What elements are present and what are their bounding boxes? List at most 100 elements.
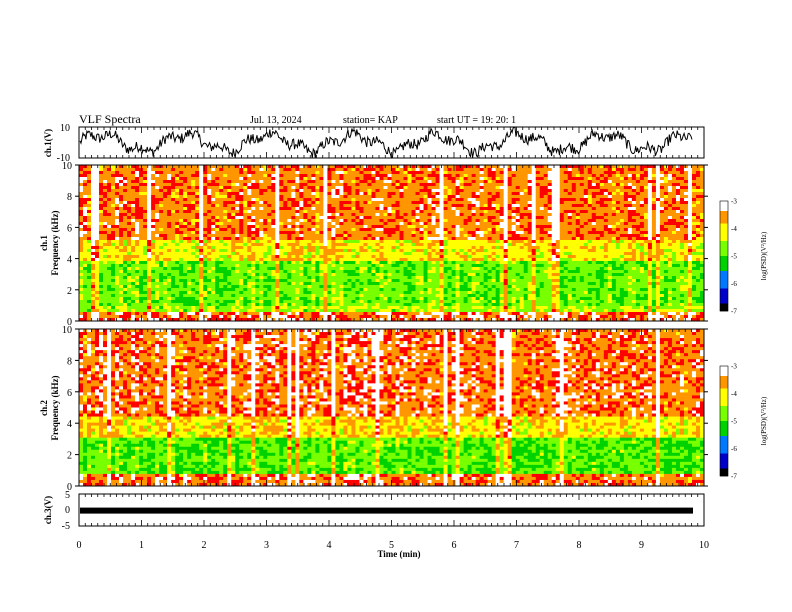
spectrogram-cell bbox=[311, 258, 316, 262]
spectrogram-cell bbox=[383, 207, 388, 211]
spectrogram-cell bbox=[407, 288, 412, 292]
spectrogram-cell bbox=[283, 261, 288, 265]
spectrogram-cell bbox=[375, 186, 380, 190]
spectrogram-cell bbox=[327, 312, 332, 316]
spectrogram-cell bbox=[431, 297, 436, 301]
spectrogram-cell bbox=[195, 243, 200, 247]
spectrogram-cell bbox=[107, 234, 112, 238]
spectrogram-cell bbox=[143, 207, 148, 211]
spectrogram-cell bbox=[427, 240, 432, 244]
spectrogram-cell bbox=[283, 303, 288, 307]
spectrogram-cell bbox=[211, 213, 216, 217]
spectrogram-cell bbox=[383, 288, 388, 292]
spectrogram-cell bbox=[259, 306, 264, 310]
spectrogram-cell bbox=[191, 237, 196, 241]
spectrogram-cell bbox=[387, 267, 392, 271]
spectrogram-cell bbox=[319, 264, 324, 268]
spectrogram-cell bbox=[79, 318, 84, 322]
spectrogram-cell bbox=[239, 210, 244, 214]
spectrogram-cell bbox=[119, 246, 124, 250]
spectrogram-cell bbox=[199, 183, 204, 187]
spectrogram-cell bbox=[355, 219, 360, 223]
spectrogram-cell bbox=[259, 192, 264, 196]
spectrogram-cell bbox=[179, 219, 184, 223]
spectrogram-cell bbox=[159, 219, 164, 223]
spectrogram-cell bbox=[187, 219, 192, 223]
spectrogram-cell bbox=[179, 231, 184, 235]
spectrogram-cell bbox=[195, 171, 200, 175]
spectrogram-cell bbox=[103, 291, 108, 295]
spectrogram-cell bbox=[327, 315, 332, 319]
spectrogram-cell bbox=[91, 261, 96, 265]
spectrogram-cell bbox=[247, 171, 252, 175]
spectrogram-cell bbox=[415, 204, 420, 208]
spectrogram-cell bbox=[391, 228, 396, 232]
spectrogram-cell bbox=[223, 216, 228, 220]
spectrogram-cell bbox=[315, 279, 320, 283]
spectrogram-cell bbox=[259, 315, 264, 319]
spectrogram-cell bbox=[411, 267, 416, 271]
spectrogram-cell bbox=[79, 261, 84, 265]
spectrogram-cell bbox=[327, 228, 332, 232]
spectrogram-cell bbox=[451, 300, 456, 304]
spectrogram-cell bbox=[215, 285, 220, 289]
spectrogram-cell bbox=[283, 207, 288, 211]
spectrogram-cell bbox=[231, 201, 236, 205]
spectrogram-cell bbox=[111, 180, 116, 184]
spectrogram-cell bbox=[307, 249, 312, 253]
spectrogram-cell bbox=[411, 306, 416, 310]
spectrogram-cell bbox=[303, 231, 308, 235]
spectrogram-cell bbox=[171, 189, 176, 193]
spectrogram-cell bbox=[255, 228, 260, 232]
spectrogram-cell bbox=[171, 210, 176, 214]
spectrogram-cell bbox=[243, 267, 248, 271]
spectrogram-cell bbox=[335, 276, 340, 280]
spectrogram-cell bbox=[339, 207, 344, 211]
spectrogram-cell bbox=[367, 264, 372, 268]
spectrogram-cell bbox=[455, 177, 460, 181]
spectrogram-cell bbox=[239, 282, 244, 286]
spectrogram-cell bbox=[395, 174, 400, 178]
spectrogram-cell bbox=[115, 192, 120, 196]
spectrogram-cell bbox=[179, 252, 184, 256]
spectrogram-cell bbox=[291, 225, 296, 229]
spectrogram-cell bbox=[407, 252, 412, 256]
spectrogram-cell bbox=[239, 171, 244, 175]
spectrogram-cell bbox=[115, 294, 120, 298]
spectrogram-cell bbox=[299, 309, 304, 313]
spectrogram-cell bbox=[411, 231, 416, 235]
spectrogram-cell bbox=[255, 273, 260, 277]
spectrogram-cell bbox=[355, 243, 360, 247]
spectrogram-cell bbox=[103, 210, 108, 214]
spectrogram-cell bbox=[275, 312, 280, 316]
spectrogram-cell bbox=[287, 306, 292, 310]
spectrogram-cell bbox=[231, 246, 236, 250]
spectrogram-cell bbox=[275, 204, 280, 208]
spectrogram-cell bbox=[219, 189, 224, 193]
spectrogram-cell bbox=[379, 237, 384, 241]
spectrogram-cell bbox=[291, 216, 296, 220]
spectrogram-cell bbox=[199, 228, 204, 232]
spectrogram-cell bbox=[307, 246, 312, 250]
spectrogram-cell bbox=[207, 237, 212, 241]
spectrogram-cell bbox=[83, 201, 88, 205]
spectrogram-cell bbox=[203, 228, 208, 232]
spectrogram-cell bbox=[343, 255, 348, 259]
spectrogram-cell bbox=[375, 306, 380, 310]
spectrogram-cell bbox=[459, 291, 464, 295]
spectrogram-cell bbox=[451, 204, 456, 208]
spectrogram-cell bbox=[127, 213, 132, 217]
spectrogram-cell bbox=[247, 288, 252, 292]
spectrogram-cell bbox=[275, 246, 280, 250]
spectrogram-cell bbox=[347, 309, 352, 313]
spectrogram-cell bbox=[423, 252, 428, 256]
spectrogram-cell bbox=[287, 252, 292, 256]
spectrogram-cell bbox=[179, 225, 184, 229]
spectrogram-cell bbox=[247, 201, 252, 205]
spectrogram-cell bbox=[175, 318, 180, 322]
spectrogram-cell bbox=[219, 207, 224, 211]
spectrogram-cell bbox=[259, 267, 264, 271]
spectrogram-cell bbox=[91, 216, 96, 220]
spectrogram-cell bbox=[267, 207, 272, 211]
spectrogram-cell bbox=[383, 249, 388, 253]
